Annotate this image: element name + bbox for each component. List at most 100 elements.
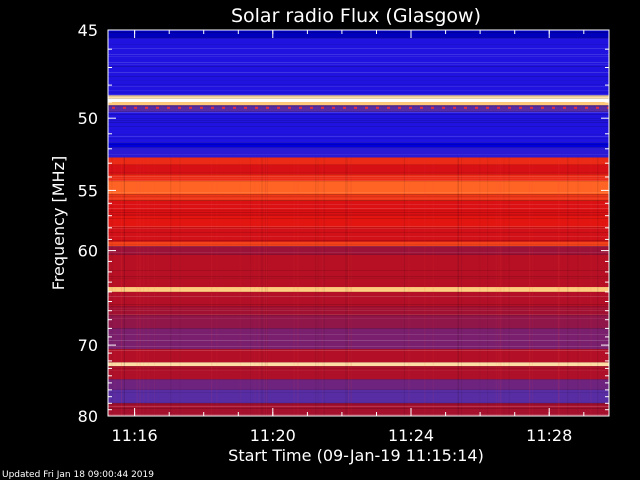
intensity-band-19: [108, 254, 609, 288]
texture-line: [108, 304, 609, 305]
texture-line: [108, 62, 609, 63]
x-axis: 11:16 11:20 11:24 11:28: [112, 30, 585, 445]
texture-line: [108, 90, 609, 91]
intensity-band-1: [108, 37, 609, 96]
dot-row-mark: [167, 106, 170, 109]
dot-row-mark: [134, 106, 137, 109]
dot-row-mark: [387, 106, 390, 109]
texture-streak: [136, 157, 138, 416]
dot-row-mark: [189, 106, 192, 109]
texture-line: [108, 340, 609, 341]
texture-streak: [211, 157, 213, 416]
y-tick-label: 45: [78, 21, 98, 40]
texture-line: [108, 366, 609, 367]
texture-line: [108, 232, 609, 233]
texture-streak: [114, 157, 116, 416]
texture-line: [108, 406, 609, 407]
intensity-band-0: [108, 30, 609, 38]
x-tick-label: 11:20: [250, 426, 296, 445]
dot-row-mark: [222, 106, 225, 109]
texture-line: [108, 310, 609, 311]
texture-line: [108, 76, 609, 77]
texture-streak: [123, 157, 125, 416]
texture-line: [108, 96, 609, 97]
intensity-band-6: [108, 111, 609, 143]
texture-line: [108, 126, 609, 127]
texture-streak: [424, 157, 426, 416]
y-tick-label: 50: [78, 109, 98, 128]
dot-row-mark: [420, 106, 423, 109]
texture-line: [108, 134, 609, 135]
intensity-band-23: [108, 315, 609, 329]
texture-line: [108, 296, 609, 297]
dot-row-mark: [211, 106, 214, 109]
texture-streak: [503, 157, 505, 416]
plot-area: [108, 30, 609, 416]
texture-streak: [508, 157, 510, 416]
texture-line: [108, 408, 609, 409]
intensity-band-11: [108, 174, 609, 182]
x-tick-label: 11:16: [112, 426, 158, 445]
dot-row-mark: [497, 106, 500, 109]
updated-timestamp: Updated Fri Jan 18 09:00:44 2019: [2, 470, 154, 480]
texture-line: [108, 318, 609, 319]
texture-line: [108, 210, 609, 211]
texture-line: [108, 402, 609, 403]
dot-row-mark: [266, 106, 269, 109]
x-tick-label: 11:24: [388, 426, 434, 445]
intensity-band-17: [108, 241, 609, 247]
texture-streak: [250, 157, 251, 416]
intensity-band-10: [108, 164, 609, 175]
texture-streak: [348, 157, 349, 416]
y-tick-label: 70: [78, 336, 98, 355]
texture-streak: [461, 157, 462, 416]
intensity-band-3: [108, 98, 609, 103]
texture-streak: [350, 157, 352, 416]
dot-row-mark: [233, 106, 236, 109]
texture-streak: [529, 157, 531, 416]
dot-row-mark: [354, 106, 357, 109]
dot-row-mark: [486, 106, 489, 109]
texture-line: [108, 192, 609, 193]
x-tick-label: 11:28: [526, 426, 572, 445]
dot-row-mark: [442, 106, 445, 109]
intensity-band-7: [108, 142, 609, 148]
texture-streak: [317, 157, 319, 416]
texture-line: [108, 308, 609, 309]
intensity-band-25: [108, 349, 609, 363]
y-axis-label: Frequency [MHz]: [49, 156, 68, 290]
texture-line: [108, 48, 609, 49]
dot-row-mark: [332, 106, 335, 109]
dot-row-mark: [255, 106, 258, 109]
texture-line: [108, 346, 609, 347]
dot-row-mark: [365, 106, 368, 109]
texture-streak: [267, 157, 268, 416]
texture-line: [108, 290, 609, 291]
dot-row-mark: [585, 106, 588, 109]
texture-line: [108, 328, 609, 329]
texture-streak: [500, 157, 502, 416]
dot-row-mark: [112, 106, 115, 109]
dot-row-mark: [596, 106, 599, 109]
texture-line: [108, 392, 609, 393]
intensity-band-30: [108, 403, 609, 416]
dot-row-mark: [409, 106, 412, 109]
texture-streak: [557, 157, 559, 416]
texture-streak: [495, 157, 497, 416]
texture-line: [108, 200, 609, 201]
intensity-band-8: [108, 147, 609, 158]
texture-line: [108, 54, 609, 55]
texture-streak: [297, 157, 299, 416]
texture-line: [108, 66, 609, 67]
intensity-band-18: [108, 246, 609, 255]
intensity-band-2: [108, 95, 609, 99]
texture-streak: [590, 157, 592, 416]
texture-streak: [408, 157, 410, 416]
texture-streak: [293, 157, 295, 416]
texture-line: [108, 218, 609, 219]
texture-streak: [261, 157, 263, 416]
texture-line: [108, 118, 609, 119]
texture-line: [108, 204, 609, 205]
intensity-band-26: [108, 362, 609, 367]
texture-line: [108, 172, 609, 173]
